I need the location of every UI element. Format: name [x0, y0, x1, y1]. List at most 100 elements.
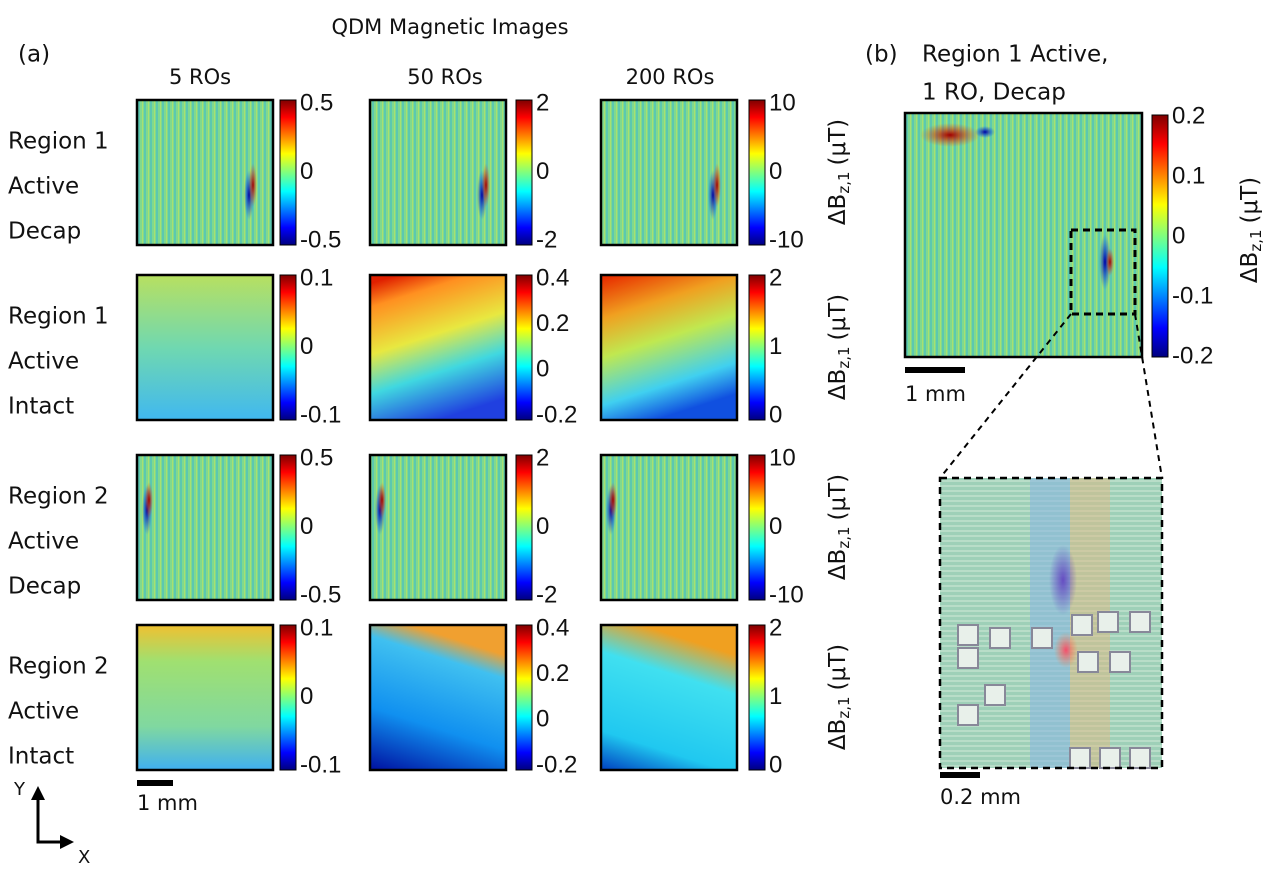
colorbar-tick-label: 0.1	[300, 614, 333, 641]
image-frame	[599, 453, 739, 602]
colorbar	[515, 274, 533, 421]
colorbar-tick-label: 2	[536, 89, 549, 116]
unit-text: (μT)	[825, 644, 851, 691]
unit-symbol: ΔB	[825, 194, 851, 226]
image-fill	[137, 275, 273, 420]
colorbar-tick-label: 0	[536, 513, 549, 540]
colorbar	[748, 454, 766, 601]
image-frame	[135, 453, 275, 602]
row-label: Active	[8, 529, 79, 555]
colorbar-tick-label: 2	[769, 264, 782, 291]
colorbar-tick-label: -0.5	[300, 226, 341, 253]
colorbar	[515, 454, 533, 601]
column-header: 5 ROs	[169, 65, 231, 89]
row-label: Intact	[8, 394, 74, 420]
colorbar	[515, 624, 533, 771]
row-label: Region 2	[8, 484, 109, 510]
axes-indicator	[36, 798, 62, 844]
colorbar-tick-label: 0	[536, 158, 549, 185]
unit-label: ΔBz,1 (μT)	[825, 644, 853, 750]
unit-subscript: z,1	[1247, 229, 1265, 251]
colorbar-tick-label: 0	[536, 706, 549, 733]
unit-text: (μT)	[825, 294, 851, 341]
magnetic-image	[599, 623, 739, 772]
colorbar-tick-label: 0.2	[536, 660, 569, 687]
colorbar-tick-label: -10	[769, 226, 804, 253]
colorbar-tick-label: 2	[536, 444, 549, 471]
colorbar	[515, 99, 533, 246]
unit-text: (μT)	[825, 119, 851, 166]
figure-title: QDM Magnetic Images	[331, 15, 568, 39]
colorbar-tick-label: 0.4	[536, 614, 569, 641]
colorbar-tick-label: 0.2	[536, 310, 569, 337]
colorbar-tick-label: -0.2	[1172, 342, 1213, 369]
spot	[249, 163, 257, 207]
colorbar-tick-label: 2	[769, 614, 782, 641]
colorbar-tick-label: -10	[769, 581, 804, 608]
image-frame	[599, 623, 739, 772]
unit-symbol: ΔB	[825, 369, 851, 401]
scale-bar	[905, 367, 965, 373]
colorbar	[748, 624, 766, 771]
colorbar	[279, 274, 297, 421]
panel-label: (b)	[865, 42, 898, 68]
colorbar-tick-label: 0.5	[300, 89, 333, 116]
row-label: Region 1	[8, 304, 109, 330]
colorbar-tick-label: -2	[536, 226, 557, 253]
unit-text: (μT)	[1237, 177, 1263, 224]
colorbar	[279, 454, 297, 601]
image-frame	[135, 98, 275, 247]
magnetic-image	[368, 98, 508, 247]
colorbar-tick-label: 0	[300, 158, 313, 185]
colorbar-tick-label: -0.2	[536, 751, 577, 778]
colorbar-tick-label: 0	[300, 513, 313, 540]
scale-bar	[940, 772, 980, 778]
image-frame	[368, 273, 508, 422]
colorbar-tick-label: 0	[300, 683, 313, 710]
row-label: Intact	[8, 744, 74, 770]
spot	[713, 163, 721, 207]
colorbar-tick-label: 0	[536, 356, 549, 383]
image-frame	[599, 273, 739, 422]
colorbar-tick-label: -2	[536, 581, 557, 608]
row-label: Decap	[8, 574, 81, 600]
spot	[378, 482, 386, 518]
magnetic-image	[135, 273, 275, 422]
magnetic-image	[368, 273, 508, 422]
unit-label: ΔBz,1 (μT)	[825, 294, 853, 400]
row-label: Active	[8, 349, 79, 375]
colorbar	[748, 274, 766, 421]
arrow	[31, 786, 45, 800]
colorbar-tick-label: 0	[769, 158, 782, 185]
zoom-box	[1069, 228, 1137, 316]
colorbar-tick-label: 0	[769, 401, 782, 428]
scale-bar	[137, 780, 173, 786]
colorbar-tick-label: -0.1	[300, 401, 341, 428]
colorbar	[1151, 114, 1169, 358]
unit-subscript: z,1	[835, 696, 853, 718]
panel-title: 1 RO, Decap	[922, 80, 1066, 106]
colorbar-tick-label: 0.1	[1172, 162, 1205, 189]
inset-image	[938, 476, 1164, 770]
image-fill	[601, 625, 737, 770]
colorbar-tick-label: -0.1	[300, 751, 341, 778]
image-fill	[601, 275, 737, 420]
image-fill	[370, 625, 506, 770]
colorbar-tick-label: -0.5	[300, 581, 341, 608]
colorbar-tick-label: 0	[769, 513, 782, 540]
unit-symbol: ΔB	[825, 549, 851, 581]
zoom-line	[1134, 313, 1163, 479]
image-frame	[368, 623, 508, 772]
scale-label: 0.2 mm	[940, 785, 1021, 809]
unit-label: ΔBz,1 (μT)	[825, 119, 853, 225]
colorbar-tick-label: -0.2	[536, 401, 577, 428]
colorbar	[279, 624, 297, 771]
arrow	[60, 835, 74, 849]
colorbar-tick-label: 0	[1172, 222, 1185, 249]
unit-text: (μT)	[825, 474, 851, 521]
magnetic-image	[599, 98, 739, 247]
unit-symbol: ΔB	[1237, 252, 1263, 284]
magnetic-image	[599, 273, 739, 422]
panel-label: (a)	[18, 42, 50, 68]
